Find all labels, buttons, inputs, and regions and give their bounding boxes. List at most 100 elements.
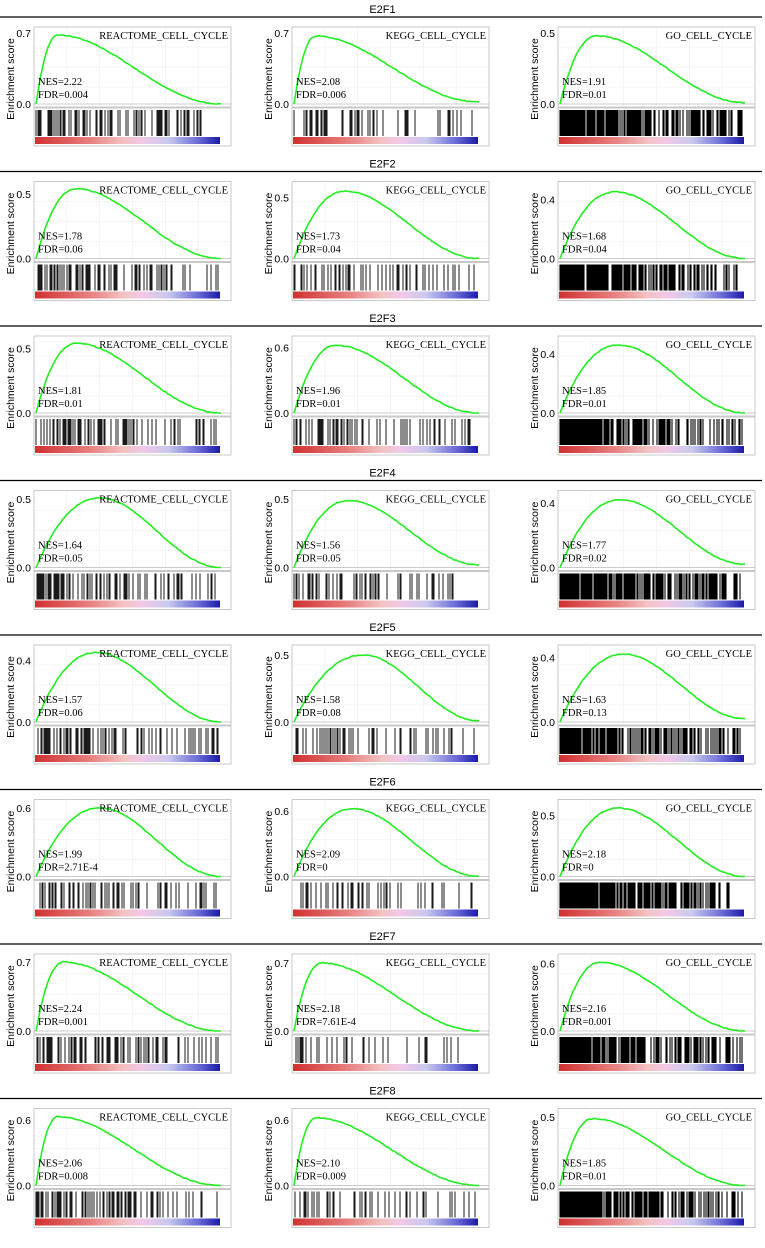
row-e2f6: E2F6 Enrichment score0.60.0REACTOME_CELL_…	[0, 777, 762, 919]
hit-markers	[295, 1037, 459, 1063]
ranked-list-bar	[293, 600, 478, 608]
nes-value: NES=1.63	[562, 695, 606, 706]
gsea-panel: Enrichment score 0.4 0.0 GO_CELL_CYCLE NES=1…	[529, 335, 756, 456]
gene-set-name: GO_CELL_CYCLE	[666, 649, 752, 660]
hit-markers	[559, 1191, 743, 1218]
fdr-value: FDR=0.04	[562, 245, 607, 256]
ranked-list-bar	[35, 137, 220, 144]
ranked-list-bar	[293, 446, 478, 453]
nes-value: NES=1.57	[38, 695, 82, 706]
hit-markers	[35, 110, 202, 136]
nes-value: NES=2.18	[562, 850, 606, 861]
hit-markers	[39, 882, 217, 909]
enrichment-curve	[559, 498, 746, 568]
gene-set-name: KEGG_CELL_CYCLE	[386, 958, 486, 969]
y-axis-label: Enrichment score	[263, 810, 275, 892]
fdr-value: FDR=0	[562, 863, 594, 874]
fdr-value: FDR=0.06	[38, 708, 83, 719]
hit-markers	[36, 1037, 219, 1063]
fdr-value: FDR=0.06	[38, 245, 83, 256]
gsea-panel: Enrichment score 0.5 0.0 GO_CELL_CYCLE NES=2…	[529, 799, 756, 919]
row-title: E2F1	[369, 4, 395, 16]
fdr-value: FDR=0.008	[38, 1172, 88, 1183]
ranked-list-bar	[559, 600, 744, 608]
nes-value: NES=1.64	[38, 541, 83, 552]
y-axis-label: Enrichment score	[263, 192, 275, 274]
y-tick-label: 0.6	[274, 342, 289, 354]
hit-markers	[35, 419, 217, 445]
hit-markers	[559, 264, 738, 291]
enrichment-curve	[293, 1116, 479, 1187]
hit-markers	[559, 573, 741, 600]
row-title: E2F5	[369, 622, 395, 634]
y-axis-label: Enrichment score	[263, 965, 275, 1047]
ranked-list-bar	[35, 600, 220, 608]
enrichment-curve	[559, 1117, 745, 1187]
y-tick-label: 0.4	[540, 194, 555, 206]
y-tick-label: 0.0	[274, 872, 289, 884]
ranked-list-bar	[293, 1218, 478, 1226]
gene-set-name: GO_CELL_CYCLE	[666, 1113, 752, 1124]
y-axis-label: Enrichment score	[5, 810, 17, 892]
ranked-list-bar	[559, 291, 744, 299]
y-axis-label: Enrichment score	[5, 965, 17, 1047]
fdr-value: FDR=0.006	[296, 90, 346, 101]
y-tick-label: 0.4	[540, 349, 555, 361]
enrichment-curve	[559, 190, 745, 260]
enrichment-curve	[35, 342, 221, 414]
ranked-list-bar	[35, 291, 220, 299]
y-tick-label: 0.0	[540, 1181, 555, 1193]
hit-markers	[559, 1037, 743, 1063]
gene-set-name: KEGG_CELL_CYCLE	[386, 31, 486, 42]
gene-set-name: GO_CELL_CYCLE	[666, 340, 752, 351]
nes-value: NES=2.16	[562, 1004, 606, 1015]
y-tick-label: 0.5	[540, 1112, 555, 1124]
ranked-list-bar	[35, 755, 220, 762]
enrichment-curve	[35, 1115, 222, 1187]
y-axis-label: Enrichment score	[263, 501, 275, 583]
y-axis-label: Enrichment score	[529, 347, 541, 429]
y-tick-label: 0.0	[274, 254, 289, 266]
fdr-value: FDR=0.01	[562, 399, 607, 410]
y-tick-label: 0.6	[540, 958, 555, 970]
y-tick-label: 0.6	[274, 1115, 289, 1127]
hit-markers	[293, 419, 471, 445]
y-tick-label: 0.0	[16, 717, 31, 729]
y-axis-label: Enrichment score	[263, 347, 275, 429]
y-tick-label: 0.0	[540, 254, 555, 266]
gene-set-name: REACTOME_CELL_CYCLE	[99, 31, 228, 42]
gene-set-name: KEGG_CELL_CYCLE	[386, 340, 486, 351]
row-title: E2F6	[369, 777, 395, 789]
y-tick-label: 0.5	[274, 650, 289, 662]
y-tick-label: 0.5	[274, 494, 289, 506]
y-axis-label: Enrichment score	[5, 656, 17, 738]
row-title: E2F8	[369, 1086, 395, 1098]
fdr-value: FDR=0.05	[296, 554, 341, 565]
gene-set-name: GO_CELL_CYCLE	[666, 186, 752, 197]
y-tick-label: 0.0	[16, 1026, 31, 1038]
row-title: E2F2	[369, 159, 395, 171]
gene-set-name: GO_CELL_CYCLE	[666, 495, 752, 506]
hit-markers	[295, 728, 475, 754]
nes-value: NES=1.85	[562, 1159, 606, 1170]
enrichment-curve	[293, 344, 479, 414]
nes-value: NES=1.85	[562, 386, 606, 397]
row-title: E2F7	[369, 931, 395, 943]
enrichment-curve	[293, 499, 480, 568]
enrichment-curve	[35, 806, 221, 878]
gene-set-name: GO_CELL_CYCLE	[666, 31, 752, 42]
ranked-list-bar	[559, 909, 744, 917]
ranked-list-bar	[559, 755, 744, 762]
gsea-panel: Enrichment score 0.4 0.0 GO_CELL_CYCLE NES=1…	[529, 490, 756, 610]
enrichment-curve	[559, 653, 746, 723]
enrichment-curve	[35, 496, 221, 569]
